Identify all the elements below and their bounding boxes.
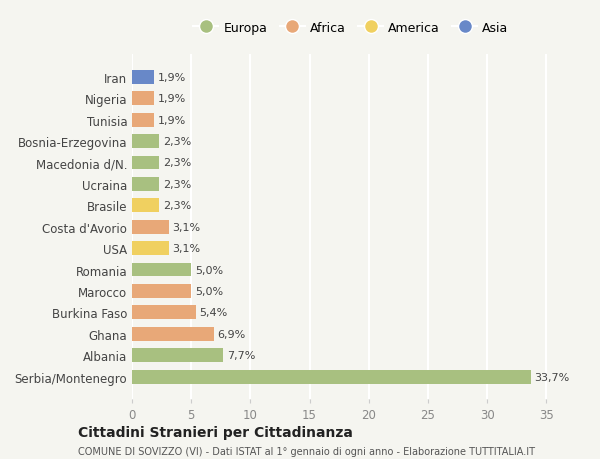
Legend: Europa, Africa, America, Asia: Europa, Africa, America, Asia <box>188 17 514 39</box>
Bar <box>132 306 196 319</box>
Text: 2,3%: 2,3% <box>163 179 191 190</box>
Text: Cittadini Stranieri per Cittadinanza: Cittadini Stranieri per Cittadinanza <box>78 425 353 439</box>
Text: 6,9%: 6,9% <box>217 329 245 339</box>
Text: 1,9%: 1,9% <box>158 115 186 125</box>
Bar <box>132 135 159 149</box>
Text: COMUNE DI SOVIZZO (VI) - Dati ISTAT al 1° gennaio di ogni anno - Elaborazione TU: COMUNE DI SOVIZZO (VI) - Dati ISTAT al 1… <box>78 447 535 456</box>
Bar <box>132 370 531 384</box>
Text: 1,9%: 1,9% <box>158 73 186 83</box>
Text: 2,3%: 2,3% <box>163 137 191 147</box>
Bar <box>132 327 214 341</box>
Text: 3,1%: 3,1% <box>172 244 200 253</box>
Bar <box>132 156 159 170</box>
Bar <box>132 113 154 127</box>
Text: 5,4%: 5,4% <box>199 308 228 318</box>
Text: 2,3%: 2,3% <box>163 158 191 168</box>
Text: 5,0%: 5,0% <box>195 265 223 275</box>
Bar <box>132 199 159 213</box>
Text: 33,7%: 33,7% <box>535 372 570 382</box>
Text: 5,0%: 5,0% <box>195 286 223 296</box>
Text: 3,1%: 3,1% <box>172 222 200 232</box>
Bar <box>132 241 169 256</box>
Text: 1,9%: 1,9% <box>158 94 186 104</box>
Bar <box>132 220 169 234</box>
Bar <box>132 348 223 362</box>
Bar <box>132 284 191 298</box>
Text: 7,7%: 7,7% <box>227 350 255 360</box>
Bar <box>132 178 159 191</box>
Bar <box>132 263 191 277</box>
Text: 2,3%: 2,3% <box>163 201 191 211</box>
Bar <box>132 92 154 106</box>
Bar <box>132 71 154 84</box>
